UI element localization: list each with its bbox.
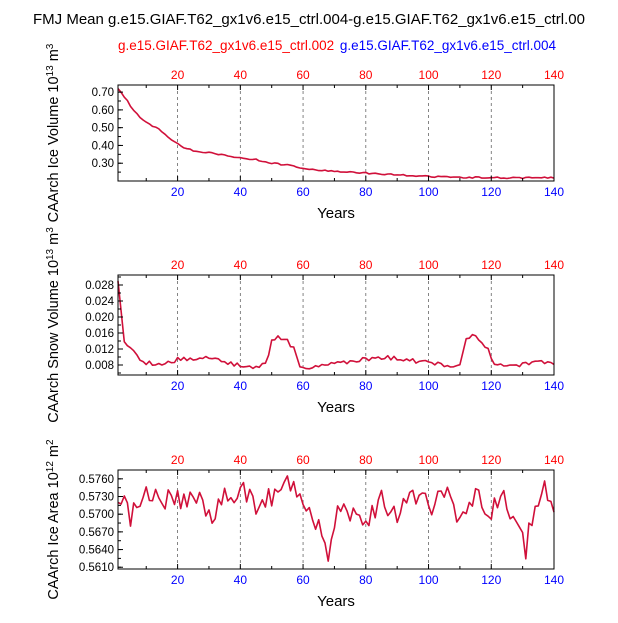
x-tick-label-top-140: 140 [544,453,564,467]
y-label-unit-exponent: 3 [45,227,56,233]
y-label-exponent: 12 [45,461,56,473]
x-tick-label-top-20: 20 [171,68,185,82]
x-tick-label-bottom-120: 120 [481,185,501,199]
y-tick-label-1: 0.5640 [79,545,114,557]
y-tick-label-1: 0.40 [92,140,114,152]
x-tick-label-bottom-140: 140 [544,185,564,199]
y-label-unit: m [46,233,62,249]
legend-label-ctrl-004: g.e15.GIAF.T62_gx1v6.e15_ctrl.004 [340,38,557,53]
x-tick-label-top-100: 100 [419,258,439,272]
x-tick-label-top-60: 60 [296,453,310,467]
main-title: FMJ Mean g.e15.GIAF.T62_gx1v6.e15_ctrl.0… [33,11,585,28]
x-tick-label-top-120: 120 [481,258,501,272]
y-label-exponent: 13 [45,248,56,260]
y-tick-label-3: 0.020 [85,312,114,324]
y-tick-label-5: 0.5760 [79,474,114,486]
y-tick-label-0: 0.5610 [79,562,114,574]
y-axis-label: CAArch Ice Volume 1013 m3 [45,43,63,222]
y-tick-label-3: 0.60 [92,105,114,117]
y-tick-label-4: 0.024 [85,296,114,308]
x-tick-label-top-40: 40 [234,258,248,272]
y-label-text: CAArch Ice Volume 10 [46,76,62,222]
y-axis-label: CAArch Snow Volume 1013 m3 [45,227,63,423]
y-tick-label-0: 0.30 [92,158,114,170]
x-tick-label-top-100: 100 [419,453,439,467]
x-tick-label-bottom-40: 40 [234,573,248,587]
x-tick-label-bottom-80: 80 [359,573,373,587]
x-tick-label-top-40: 40 [234,453,248,467]
x-tick-label-bottom-20: 20 [171,185,185,199]
panel-2: 20 20 40 40 60 60 80 80 100 100 120 120 140 140 0.008 0… [45,227,565,423]
x-tick-label-bottom-120: 120 [481,379,501,393]
x-tick-label-bottom-60: 60 [296,379,310,393]
x-tick-label-bottom-20: 20 [171,379,185,393]
x-tick-label-bottom-100: 100 [419,573,439,587]
x-axis-label: Years [317,593,355,610]
legend-label-ctrl-002: g.e15.GIAF.T62_gx1v6.e15_ctrl.002 [118,38,334,53]
plot-frame [117,469,555,570]
y-label-text: CAArch Snow Volume 10 [46,260,62,423]
y-label-text: CAArch Ice Area 10 [46,472,62,599]
x-tick-label-bottom-20: 20 [171,573,185,587]
panel-1: 20 20 40 40 60 60 80 80 100 100 120 120 140 140 0.30 0.… [45,43,565,222]
x-tick-label-top-100: 100 [419,68,439,82]
plot-frame [117,274,555,376]
y-tick-label-2: 0.50 [92,123,114,135]
x-tick-label-top-60: 60 [296,258,310,272]
x-tick-label-bottom-40: 40 [234,185,248,199]
series-line-2 [117,280,555,370]
x-tick-label-bottom-100: 100 [419,185,439,199]
x-tick-label-top-20: 20 [171,453,185,467]
x-tick-label-top-60: 60 [296,68,310,82]
x-tick-label-top-120: 120 [481,68,501,82]
y-tick-label-5: 0.028 [85,280,114,292]
y-label-unit: m [46,445,62,461]
x-tick-label-top-140: 140 [544,258,564,272]
x-tick-label-bottom-100: 100 [419,379,439,393]
x-tick-label-bottom-60: 60 [296,185,310,199]
y-tick-label-4: 0.70 [92,87,114,99]
panel-3: 20 20 40 40 60 60 80 80 100 100 120 120 140 140 0.5610… [45,439,565,610]
panels: 20 20 40 40 60 60 80 80 100 100 120 120 140 140 0.30 0.… [45,43,565,610]
x-tick-label-top-80: 80 [359,68,373,82]
x-tick-label-top-20: 20 [171,258,185,272]
x-tick-label-top-120: 120 [481,453,501,467]
series-line-1 [117,88,555,180]
y-tick-label-1: 0.012 [85,344,114,356]
x-tick-label-bottom-60: 60 [296,573,310,587]
y-label-unit-exponent: 3 [45,43,56,49]
y-label-exponent: 13 [45,65,56,77]
x-tick-label-bottom-80: 80 [359,185,373,199]
x-tick-label-top-40: 40 [234,68,248,82]
x-axis-label: Years [317,399,355,416]
y-label-unit: m [46,49,62,65]
plot-frame [117,84,555,182]
y-tick-label-2: 0.5670 [79,527,114,539]
series-line-3 [117,475,555,562]
y-axis-label: CAArch Ice Area 1012 m2 [45,439,63,600]
x-tick-label-top-80: 80 [359,453,373,467]
x-tick-label-top-80: 80 [359,258,373,272]
y-tick-label-0: 0.008 [85,360,114,372]
x-axis-label: Years [317,205,355,222]
x-tick-label-bottom-40: 40 [234,379,248,393]
y-tick-label-4: 0.5730 [79,492,114,504]
y-tick-label-2: 0.016 [85,328,114,340]
x-tick-label-top-140: 140 [544,68,564,82]
y-label-unit-exponent: 2 [45,439,56,445]
x-tick-label-bottom-140: 140 [544,379,564,393]
x-tick-label-bottom-80: 80 [359,379,373,393]
y-tick-label-3: 0.5700 [79,509,114,521]
x-tick-label-bottom-120: 120 [481,573,501,587]
x-tick-label-bottom-140: 140 [544,573,564,587]
